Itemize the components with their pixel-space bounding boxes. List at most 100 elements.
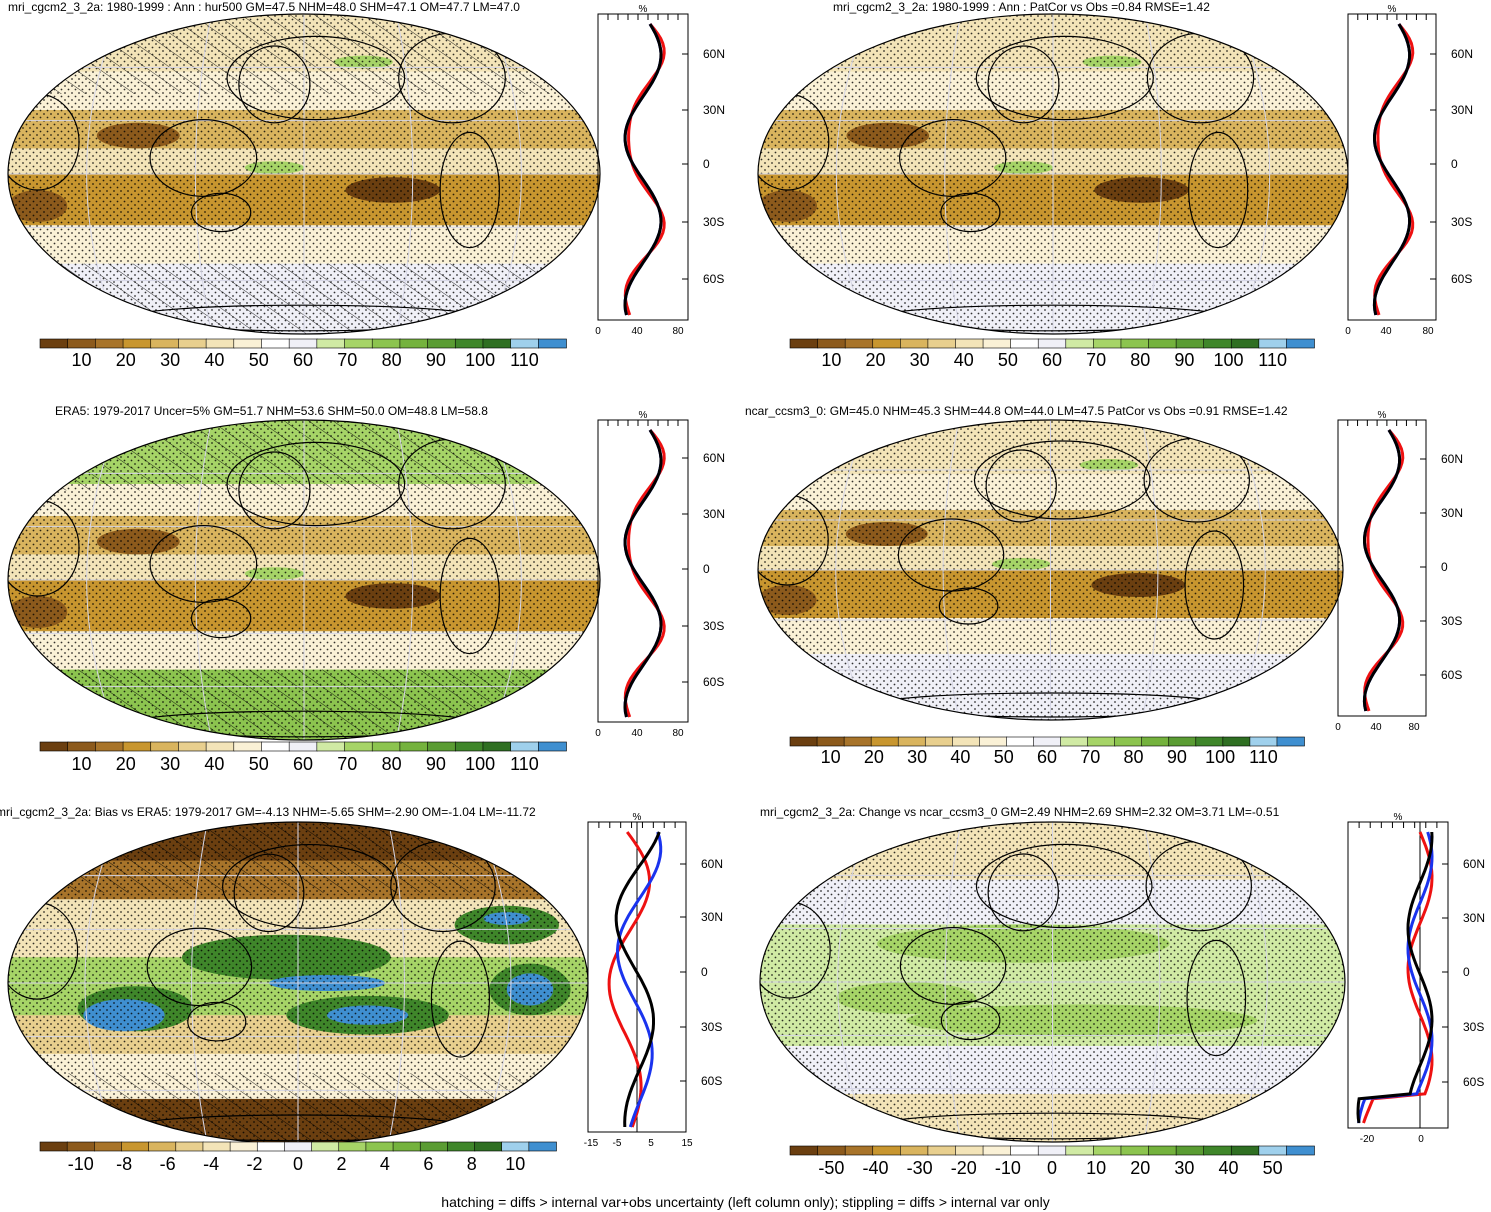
latitude-label: 60S [1441,668,1462,682]
map-robinson [757,419,1344,721]
latitude-label: 60S [701,1074,722,1088]
colorbar-tick-label: 20 [116,754,136,774]
colorbar-tick-label: 30 [910,350,930,370]
latitude-label: 0 [703,562,710,576]
colorbar-tick-label: 40 [1218,1158,1238,1178]
colorbar-tick-label: 70 [337,350,357,370]
latitude-label: 60N [703,47,725,61]
panel-title: mri_cgcm2_3_2a: 1980-1999 : Ann : hur500… [8,0,520,14]
colorbar-tick-label: 6 [423,1154,433,1174]
profile-line-black [1372,23,1412,316]
zonal-mean-profile: % 60N 30N 0 30S 60S -20 0 [1347,812,1485,1145]
profile-line-black [1356,831,1434,1124]
colorbar-tick-label: 10 [821,350,841,370]
profile-line-black [614,831,661,1128]
panel-model-climatology: mri_cgcm2_3_2a: 1980-1999 : Ann : hur500… [0,0,745,380]
profile-x-tick: -15 [584,1138,599,1149]
colorbar-swatch [538,338,567,349]
colorbar-tick-label: 30 [160,350,180,370]
profile-line-black [623,23,663,316]
colorbar-tick-label: 90 [1174,350,1194,370]
latitude-label: 30S [1441,614,1462,628]
colorbar-tick-label: 60 [1037,747,1057,767]
colorbar-tick-label: 110 [1249,747,1278,767]
panel-bias: mri_cgcm2_3_2a: Bias vs ERA5: 1979-2017 … [0,805,745,1190]
latitude-label: 0 [701,965,708,979]
latitude-label: 0 [1451,157,1458,171]
latitude-label: 60S [1451,272,1472,286]
panel-title: ncar_ccsm3_0: GM=45.0 NHM=45.3 SHM=44.8 … [745,404,1288,418]
colorbar-tick-label: 10 [821,747,841,767]
profile-unit: % [1378,410,1387,421]
latitude-label: 60N [701,857,723,871]
latitude-label: 60N [1441,452,1463,466]
zonal-mean-profile: % 60N 30N 0 30S 60S 0 40 80 [595,4,725,337]
colorbar-tick-label: 10 [1086,1158,1106,1178]
colorbar-tick-label: 100 [1213,350,1243,370]
profile-x-tick: 0 [1418,1134,1424,1145]
profile-unit: % [1394,812,1403,823]
colorbar-tick-label: 100 [465,350,495,370]
colorbar-tick-label: 50 [1263,1158,1283,1178]
colorbar-tick-label: 10 [72,754,92,774]
panel-title: ERA5: 1979-2017 Uncer=5% GM=51.7 NHM=53.… [55,404,488,418]
colorbar-tick-label: -10 [68,1154,94,1174]
latitude-label: 0 [1441,560,1448,574]
colorbar-tick-label: 60 [293,754,313,774]
colorbar: 10 20 30 40 50 60 70 80 90 100 110 [789,338,1315,370]
latitude-label: 30N [1463,911,1485,925]
profile-line-red [1362,831,1434,1124]
colorbar-tick-label: -50 [818,1158,844,1178]
latitude-label: 30S [1451,215,1472,229]
colorbar-tick-label: 70 [1086,350,1106,370]
colorbar-tick-label: -40 [862,1158,888,1178]
latitude-label: 30S [1463,1020,1484,1034]
latitude-label: 60N [1463,857,1485,871]
latitude-label: 60S [1463,1075,1484,1089]
latitude-label: 0 [1463,965,1470,979]
latitude-label: 30N [703,507,725,521]
latitude-label: 30S [703,215,724,229]
profile-unit: % [633,812,642,823]
panel-ncar-model: ncar_ccsm3_0: GM=45.0 NHM=45.3 SHM=44.8 … [745,400,1491,780]
latitude-label: 30S [701,1020,722,1034]
colorbar-swatch [538,741,567,752]
colorbar-tick-label: 20 [116,350,136,370]
profile-x-tick: 80 [672,728,684,739]
colorbar-tick-label: -2 [247,1154,263,1174]
profile-x-tick: 15 [681,1138,693,1149]
colorbar-tick-label: 20 [1130,1158,1150,1178]
profile-x-tick: 5 [648,1138,654,1149]
colorbar-tick-label: 110 [510,350,539,370]
panel-title: mri_cgcm2_3_2a: Change vs ncar_ccsm3_0 G… [760,805,1280,819]
panel-title: mri_cgcm2_3_2a: 1980-1999 : Ann : PatCor… [833,0,1210,14]
latitude-label: 30N [1451,103,1473,117]
colorbar-tick-label: 60 [1042,350,1062,370]
colorbar-tick-label: -6 [160,1154,176,1174]
latitude-label: 60S [703,272,724,286]
profile-x-tick: -5 [613,1138,622,1149]
profile-line-blue [615,831,663,1128]
colorbar-tick-label: 100 [1205,747,1235,767]
colorbar-tick-label: 100 [465,754,495,774]
profile-x-tick: 80 [672,326,684,337]
colorbar-tick-label: 110 [1258,350,1287,370]
colorbar-tick-label: 70 [337,754,357,774]
colorbar-tick-label: -20 [951,1158,977,1178]
profile-x-tick: 80 [1408,722,1420,733]
profile-x-tick: 0 [1345,326,1351,337]
figure-footer-note: hatching = diffs > internal var+obs unce… [441,1194,1050,1210]
profile-line-black [1362,429,1402,712]
colorbar-tick-label: 40 [950,747,970,767]
profile-line-black [623,429,663,718]
colorbar-tick-label: 40 [954,350,974,370]
zonal-mean-profile: % 60N 30N 0 30S 60S -15 -5 5 15 [584,812,723,1149]
colorbar-tick-label: -8 [116,1154,132,1174]
profile-x-tick: 0 [595,326,601,337]
colorbar-tick-label: 8 [467,1154,477,1174]
panel-model-patcor: mri_cgcm2_3_2a: 1980-1999 : Ann : PatCor… [745,0,1491,380]
colorbar-tick-label: 50 [249,350,269,370]
colorbar: -50 -40 -30 -20 -10 0 10 20 30 40 50 [789,1145,1315,1178]
zonal-mean-profile: % 60N 30N 0 30S 60S 0 40 80 [595,410,725,739]
colorbar-tick-label: 4 [380,1154,390,1174]
